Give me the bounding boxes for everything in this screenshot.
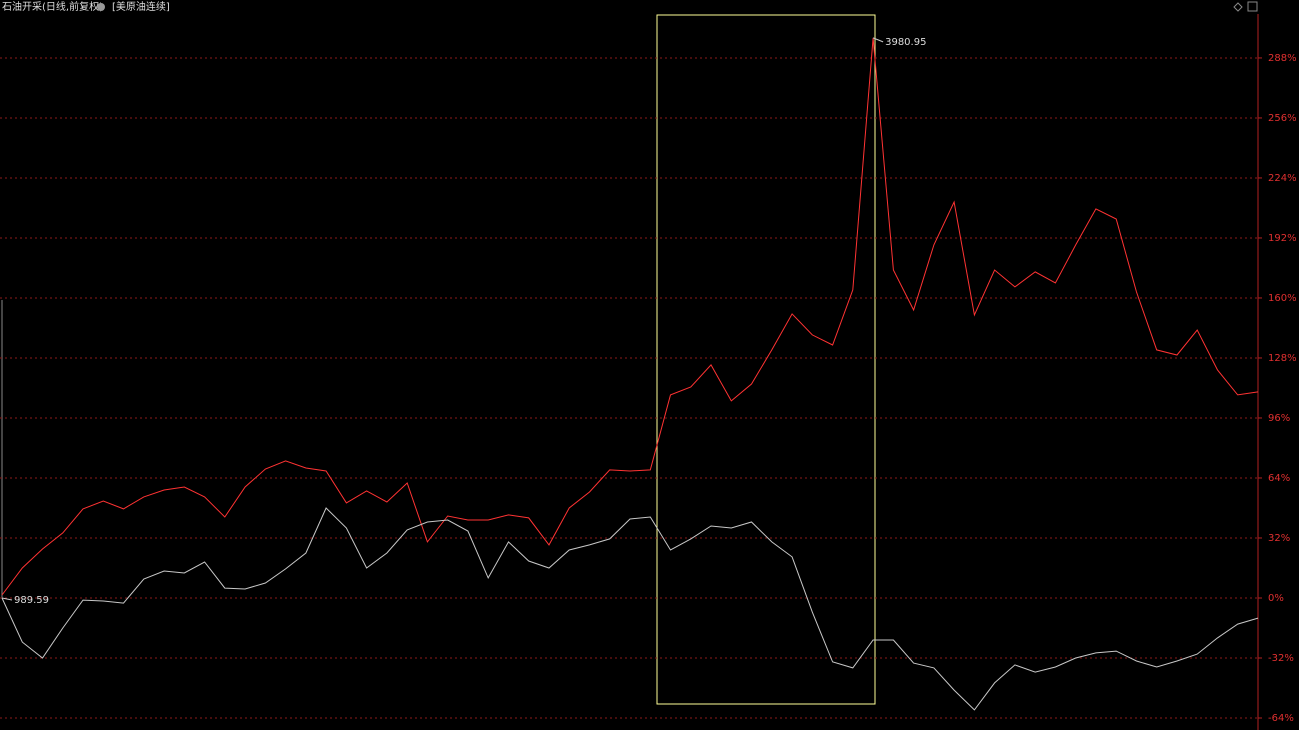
y-tick-label: 256% <box>1268 113 1297 124</box>
series-line <box>1 37 1259 596</box>
y-tick-label: 288% <box>1268 53 1297 64</box>
y-tick-label: 32% <box>1268 533 1290 544</box>
annotation-arrow <box>872 37 884 43</box>
y-tick-label: -64% <box>1268 713 1294 724</box>
y-tick-label: 160% <box>1268 293 1297 304</box>
y-tick-label: 64% <box>1268 473 1290 484</box>
annotation-arrow <box>1 597 13 601</box>
icon[interactable] <box>1247 1 1258 12</box>
y-tick-label: 128% <box>1268 353 1297 364</box>
legend-entry[interactable]: 石油开采(日线,前复权) <box>2 0 103 13</box>
y-tick-label: -32% <box>1268 653 1294 664</box>
y-tick-label: 0% <box>1268 593 1284 604</box>
dropdown-icon[interactable] <box>97 3 105 11</box>
icon[interactable] <box>1233 2 1243 12</box>
series-line <box>1 507 1259 711</box>
annotation: 989.59 <box>14 595 49 606</box>
y-tick-label: 192% <box>1268 233 1297 244</box>
annotation: 3980.95 <box>885 37 926 48</box>
highlight-box <box>656 14 876 705</box>
y-tick-label: 224% <box>1268 173 1297 184</box>
legend-entry[interactable]: [美原油连续] <box>112 0 170 13</box>
y-tick-label: 96% <box>1268 413 1290 424</box>
